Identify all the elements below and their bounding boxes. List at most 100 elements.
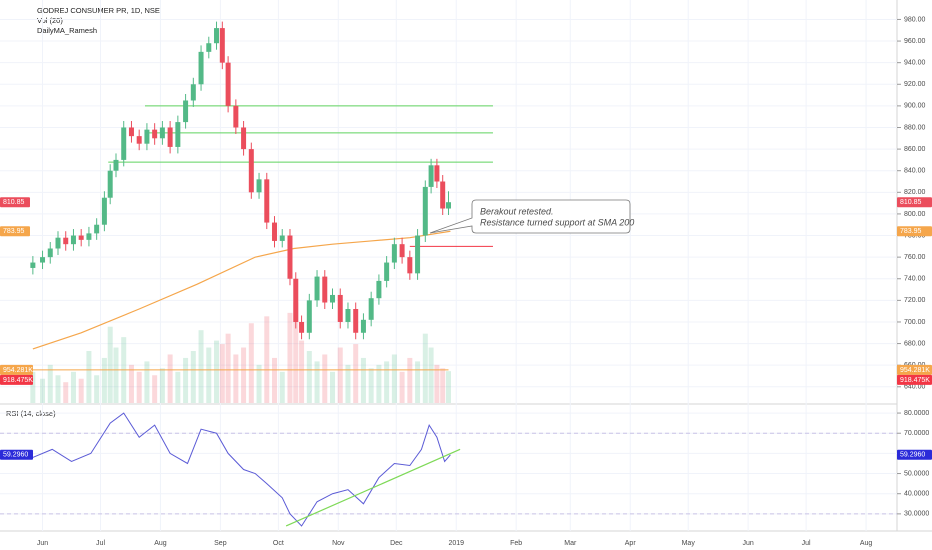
candle-body (434, 165, 440, 182)
candle-body (376, 280, 382, 299)
x-tick-label: Aug (860, 540, 873, 547)
x-tick-label: Nov (332, 540, 345, 547)
volume-bar (446, 371, 451, 403)
candle-body (206, 43, 212, 52)
volume-bar (428, 347, 434, 403)
volume-bar (47, 364, 53, 403)
volume-bar (152, 375, 158, 403)
volume-bar (422, 333, 428, 403)
candle-body (40, 257, 46, 263)
y-tick-label: 50.0000 (904, 470, 929, 477)
volume-bar (368, 368, 374, 403)
candle-body (287, 235, 293, 279)
y-tick-label: 820.00 (904, 189, 926, 196)
candle-body (70, 235, 76, 245)
y-tick-label: 40.0000 (904, 491, 929, 498)
volume-bar (314, 361, 320, 403)
candle-body (152, 129, 158, 139)
price-tag-label: 954.281K (3, 367, 33, 374)
candle-body (113, 159, 119, 171)
volume-bar (306, 351, 312, 403)
candle-body (399, 244, 405, 258)
x-tick-label: Feb (510, 540, 522, 547)
x-tick-label: Dec (390, 540, 403, 547)
annotation-line: Resistance turned support at SMA 200 (480, 217, 634, 227)
x-tick-label: Jul (96, 540, 105, 547)
y-tick-label: 840.00 (904, 168, 926, 175)
price-tag (0, 226, 30, 237)
y-tick-label: 740.00 (904, 276, 926, 283)
price-tag-label: 918.475K (900, 377, 930, 384)
volume-bar (407, 357, 413, 403)
x-tick-label: Jun (37, 540, 48, 547)
candle-body (198, 51, 204, 85)
price-tag (897, 226, 932, 237)
volume-bar (167, 354, 173, 403)
y-tick-label: 80.0000 (904, 410, 929, 417)
price-tag-label: 810.85 (3, 199, 25, 206)
sma-line (32, 230, 451, 350)
volume-bar (248, 323, 254, 403)
candle-body (190, 84, 196, 101)
candle-body (391, 244, 397, 263)
candle-body (175, 122, 181, 147)
volume-bar (63, 382, 69, 403)
x-tick-label: May (682, 540, 696, 547)
y-tick-label: 700.00 (904, 319, 926, 326)
volume-bar (30, 371, 36, 403)
candle-body (330, 294, 336, 303)
candle-body (314, 276, 320, 301)
candle-body (272, 222, 278, 241)
price-tag-label: 59.2960 (900, 452, 925, 459)
candle-body (306, 300, 312, 333)
candle-body (353, 309, 359, 333)
price-tag-label: 59.2960 (3, 452, 28, 459)
volume-bar (40, 378, 46, 403)
volume-bar (183, 357, 189, 403)
volume-bar (225, 333, 231, 403)
x-tick-label: Aug (154, 540, 167, 547)
candle-body (94, 224, 100, 234)
y-tick-label: 960.00 (904, 38, 926, 45)
volume-bar (159, 368, 165, 403)
volume-bar (206, 347, 212, 403)
candle-body (214, 28, 220, 44)
candle-body (144, 129, 150, 144)
candle-body (121, 127, 127, 160)
x-tick-label: Jun (742, 540, 753, 547)
volume-bar (415, 361, 421, 403)
y-tick-label: 800.00 (904, 211, 926, 218)
y-tick-label: 880.00 (904, 124, 926, 131)
volume-bar (434, 364, 440, 403)
price-tag (897, 197, 932, 208)
annotation-line: Berakout retested. (480, 206, 554, 216)
volume-bar (198, 330, 204, 403)
candle-body (299, 321, 305, 333)
volume-bar (272, 357, 278, 403)
x-tick-label: Mar (564, 540, 577, 547)
volume-bar (299, 340, 305, 403)
candle-body (233, 105, 239, 128)
candle-body (183, 100, 189, 123)
volume-bar (241, 347, 247, 403)
volume-bar (78, 378, 84, 403)
indicator-label: DailyMA_Ramesh (37, 26, 97, 35)
volume-bar (287, 312, 293, 403)
y-tick-label: 940.00 (904, 60, 926, 67)
volume-bar (440, 368, 446, 403)
volume-bar (219, 344, 225, 403)
candle-body (368, 298, 374, 320)
price-tag (897, 449, 932, 460)
x-tick-label: Jul (802, 540, 811, 547)
callout-box (429, 199, 631, 234)
price-tag (897, 374, 932, 385)
candle-body (30, 262, 36, 268)
candle-body (136, 136, 142, 144)
volume-bar (86, 351, 92, 403)
candle-body (219, 28, 225, 63)
candle-body (107, 170, 113, 198)
chart-title: GODREJ CONSUMER PR, 1D, NSE (37, 6, 160, 15)
candle-body (428, 165, 434, 187)
